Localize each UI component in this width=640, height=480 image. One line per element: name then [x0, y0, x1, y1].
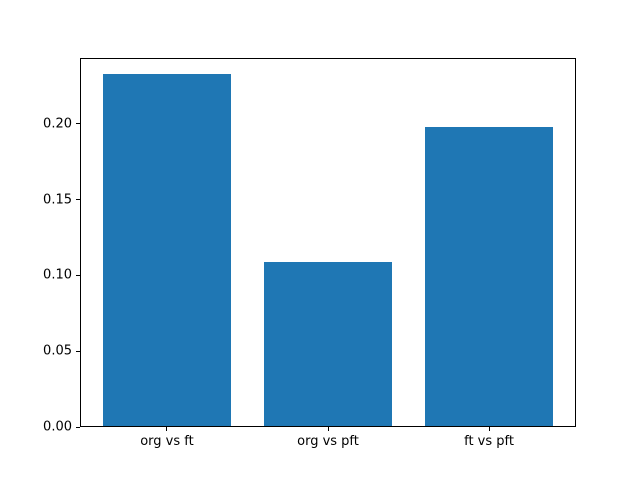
bar-org-vs-ft: [102, 74, 232, 426]
x-tick-label: org vs ft: [140, 434, 194, 450]
y-tick-label: 0.15: [43, 192, 72, 208]
y-tick-label: 0.20: [43, 116, 72, 132]
x-tick-mark: [488, 427, 490, 432]
y-tick-mark: [76, 123, 80, 125]
y-tick-label: 0.10: [43, 267, 72, 283]
x-tick-label: ft vs pft: [464, 434, 514, 450]
y-tick-mark: [76, 426, 80, 428]
x-tick-mark: [166, 427, 168, 432]
x-tick-mark: [327, 427, 329, 432]
y-tick-label: 0.05: [43, 343, 72, 359]
bar-org-vs-pft: [263, 262, 393, 426]
y-tick-mark: [76, 350, 80, 352]
x-tick-label: org vs pft: [297, 434, 359, 450]
y-tick-label: 0.00: [43, 419, 72, 435]
y-tick-mark: [76, 199, 80, 201]
bar-ft-vs-pft: [424, 127, 554, 426]
y-tick-mark: [76, 274, 80, 276]
plot-area: [80, 58, 576, 427]
